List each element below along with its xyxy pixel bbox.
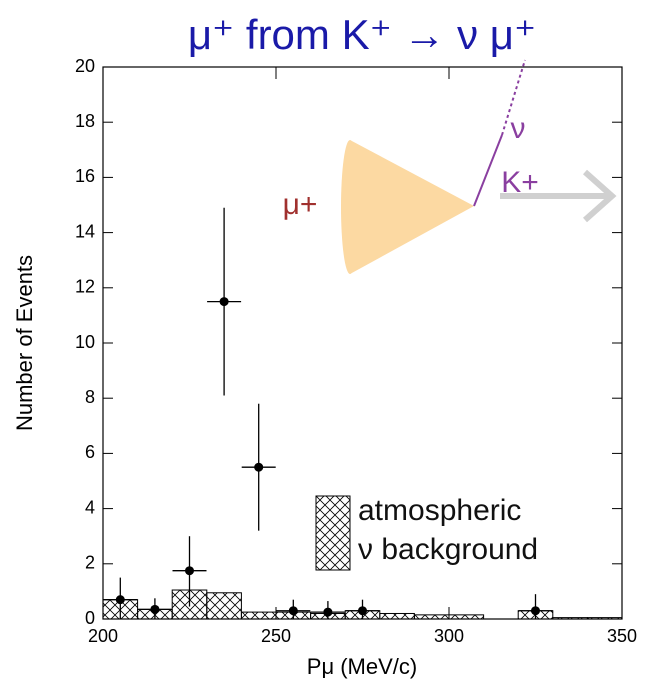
chart-title: μ⁺ from K⁺ → ν μ⁺ xyxy=(188,11,536,58)
data-point xyxy=(323,607,333,617)
kaon-label: K+ xyxy=(501,166,539,199)
data-point xyxy=(185,566,194,576)
legend-swatch xyxy=(315,495,351,571)
x-tick-label: 300 xyxy=(434,626,464,646)
y-tick-label: 8 xyxy=(85,387,95,407)
plot-area: 0 2 4 6 8 10 12 14 16 18 20 200 250 300 350 xyxy=(75,56,637,646)
histogram-bar xyxy=(206,592,242,620)
y-tick-label: 6 xyxy=(85,442,95,462)
legend-label: atmospheric xyxy=(358,494,521,527)
histogram-bar xyxy=(413,614,450,620)
data-point xyxy=(358,606,367,616)
data-point xyxy=(150,604,160,614)
y-tick-label: 14 xyxy=(75,221,95,241)
data-point xyxy=(531,606,540,616)
y-tick-label: 20 xyxy=(75,56,95,76)
data-point xyxy=(254,462,264,472)
histogram-bar xyxy=(379,612,415,620)
histogram-bar xyxy=(552,617,588,620)
decay-diagram xyxy=(341,59,617,274)
data-point xyxy=(288,606,298,616)
histogram-bar xyxy=(448,614,485,620)
y-tick-label: 18 xyxy=(75,111,95,131)
histogram-bar xyxy=(586,617,623,620)
x-tick-label: 250 xyxy=(261,626,291,646)
legend-label: ν background xyxy=(358,533,538,566)
x-tick-label: 350 xyxy=(607,626,637,646)
y-axis-label: Number of Events xyxy=(12,255,37,431)
histogram-bar xyxy=(240,611,277,620)
y-tick-label: 12 xyxy=(75,277,95,297)
y-tick-label: 0 xyxy=(85,608,95,628)
muon-label: μ+ xyxy=(283,188,318,221)
y-tick-label: 2 xyxy=(85,553,95,573)
y-tick-label: 16 xyxy=(75,166,95,186)
data-point xyxy=(115,595,125,605)
x-tick-label: 200 xyxy=(88,626,118,646)
neutrino-label: ν xyxy=(511,112,526,145)
data-point xyxy=(219,297,229,307)
x-axis-label: Pμ (MeV/c) xyxy=(307,654,417,679)
y-tick-label: 4 xyxy=(85,497,95,517)
y-tick-label: 10 xyxy=(75,332,95,352)
